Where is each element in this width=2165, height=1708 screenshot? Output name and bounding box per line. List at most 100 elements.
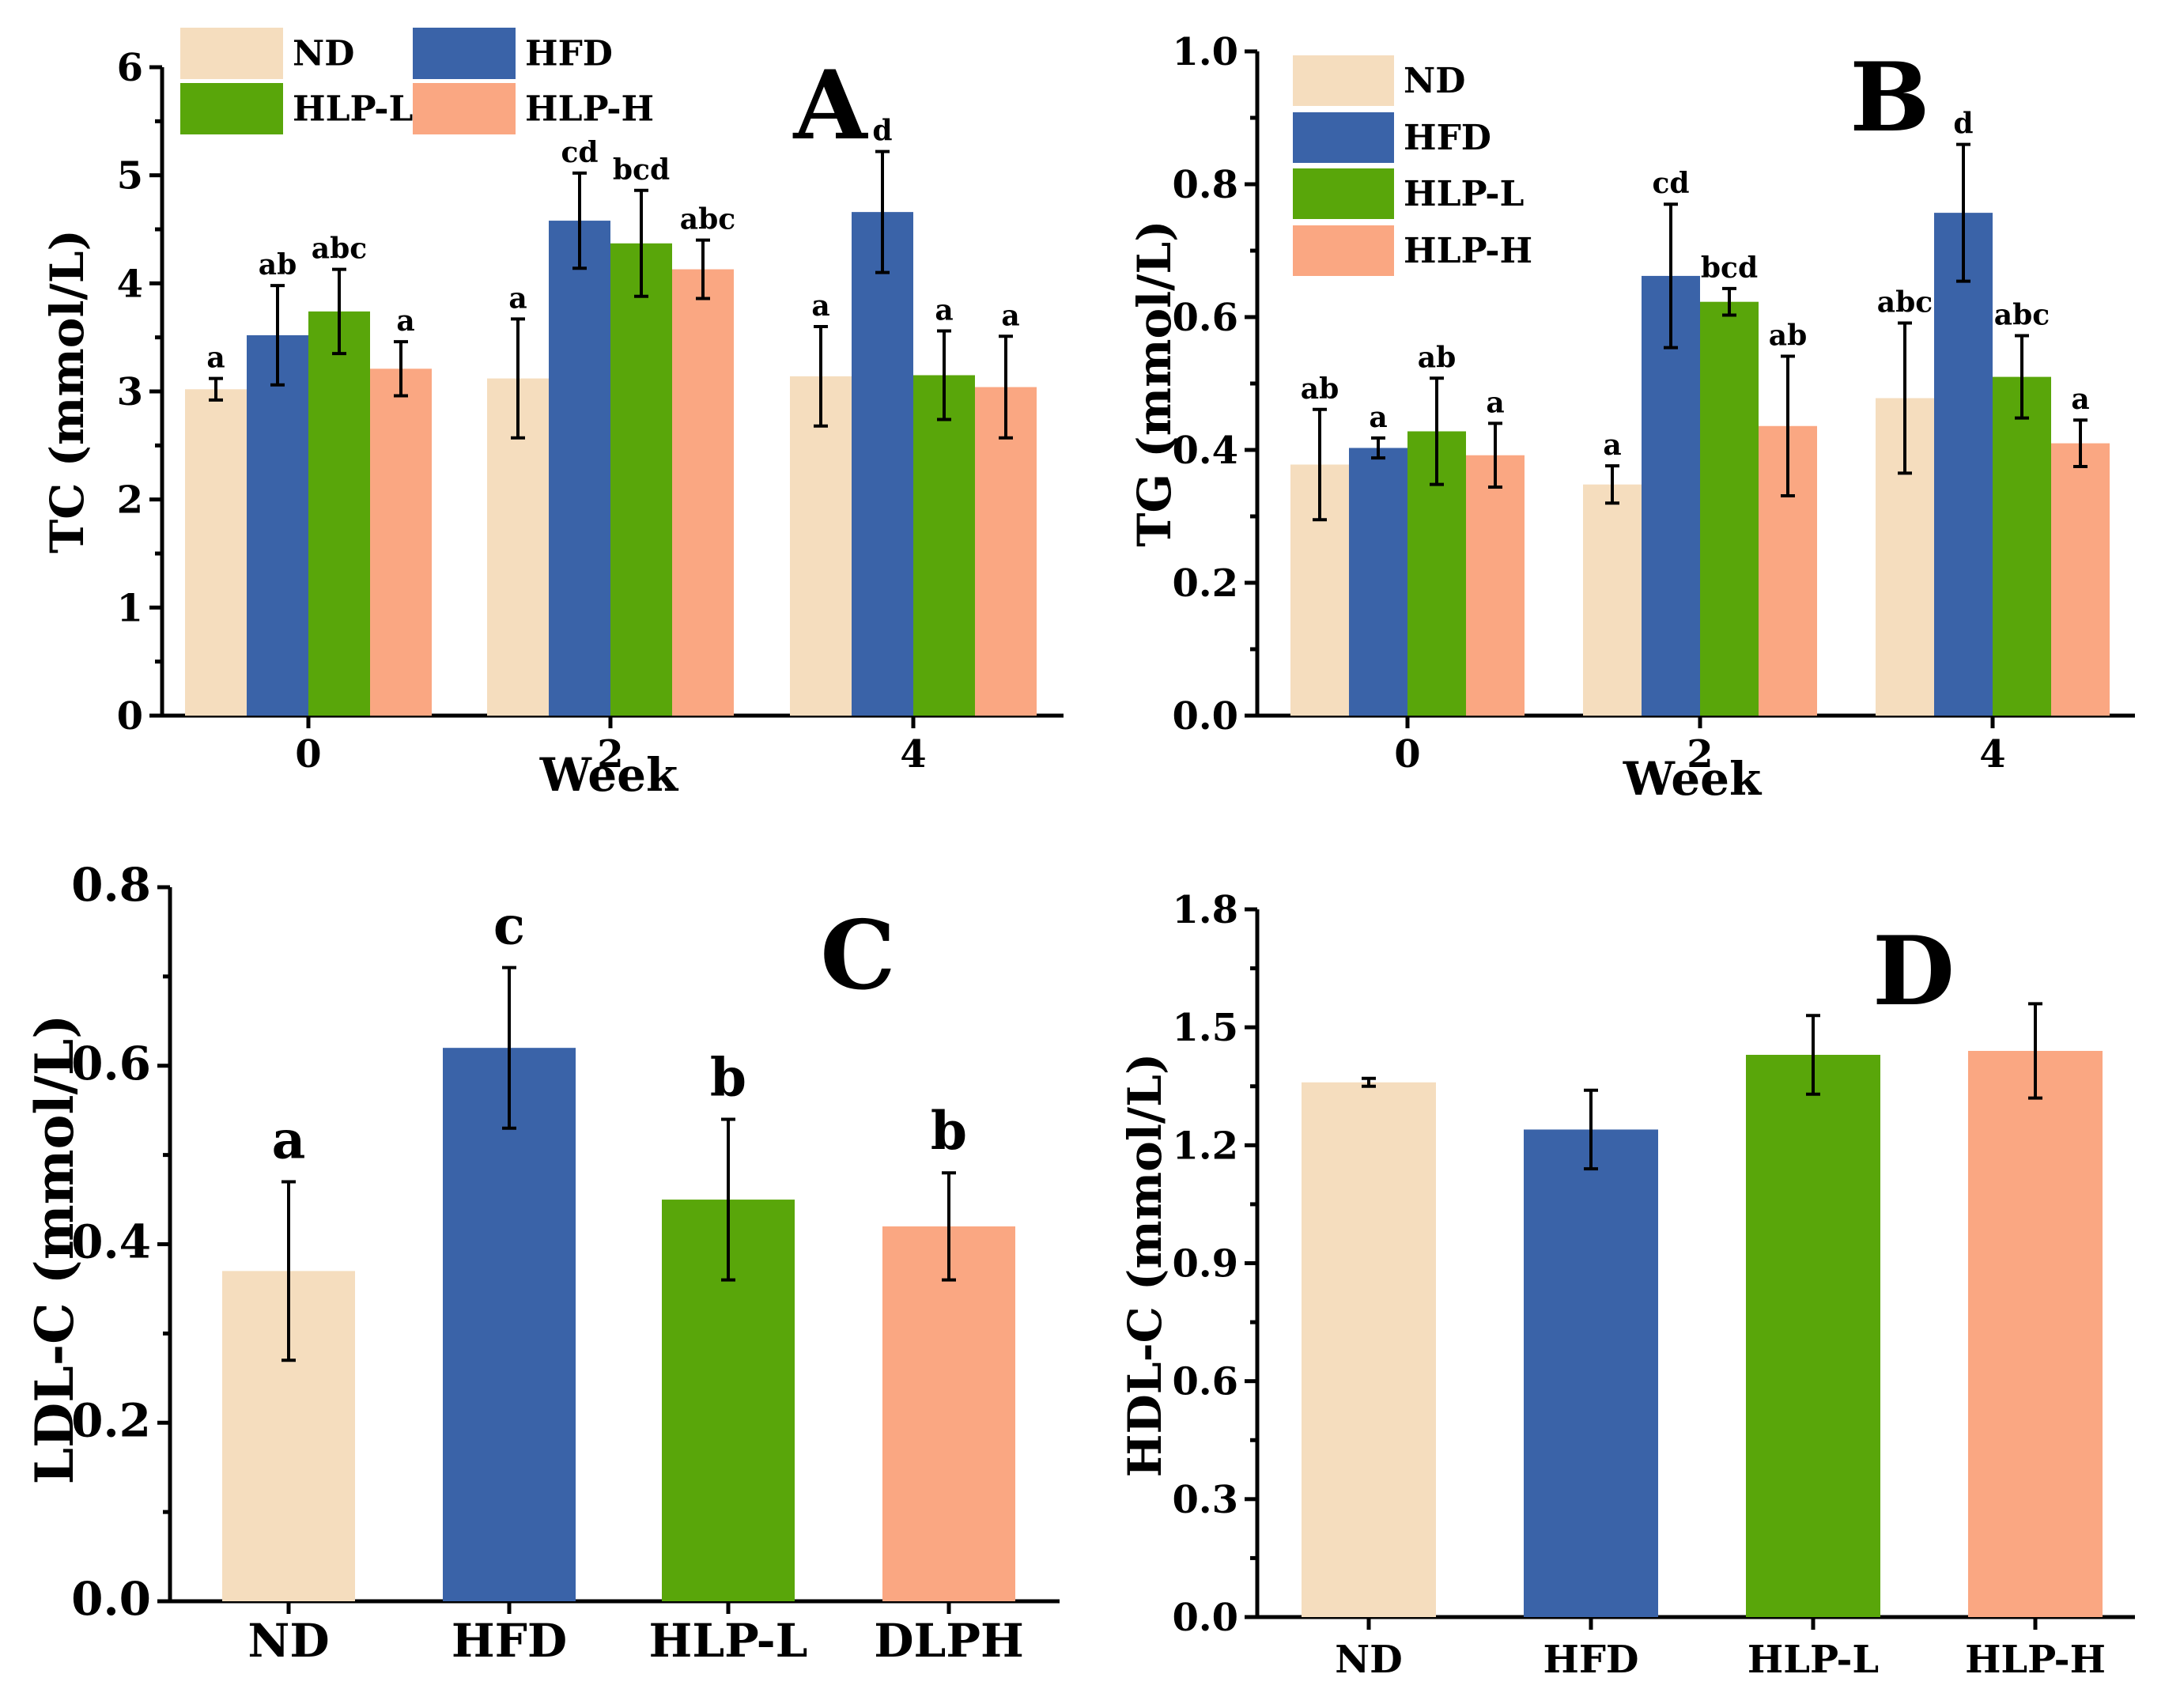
y-tick-label: 0.2 [1172,561,1238,606]
legend-item-nd: ND [180,28,354,79]
significance-label: bcd [613,153,670,187]
y-tick-label: 5 [117,154,143,198]
significance-label: abc [1994,299,2050,332]
legend-label: HLP-L [293,89,413,130]
y-tick-label: 0.4 [71,1215,151,1269]
significance-label: d [1953,108,1973,141]
bar-hlp-h-week-0 [1466,455,1525,716]
y-tick-label: 1.2 [1172,1124,1238,1168]
y-tick-label: 0 [117,694,143,739]
significance-label: ab [259,248,297,282]
legend-swatch [413,28,516,79]
y-tick-label: 0.6 [1172,1360,1238,1404]
x-tick-label: 4 [900,732,926,777]
y-tick-label: 2 [117,478,143,523]
significance-label: ab [1769,319,1808,353]
legend-item-hfd: HFD [1293,112,1491,163]
x-tick-label: ND [247,1614,329,1668]
x-tick-label: 2 [1687,732,1713,777]
legend-swatch [180,83,283,134]
legend-label: HLP-H [1404,231,1532,271]
y-tick-label: 1.5 [1172,1006,1238,1050]
bar-hlp-l [1746,1054,1880,1617]
x-tick-label: HFD [452,1614,567,1668]
significance-label: bcd [1701,251,1758,285]
bar-hfd-week-4 [1934,213,1993,716]
significance-label: a [272,1109,306,1170]
bar-nd-week-0 [185,389,247,716]
y-tick-label: 4 [117,262,143,306]
x-tick-label: HLP-H [1965,1638,2106,1682]
legend-swatch [413,83,516,134]
x-tick-label: HLP-L [1747,1638,1879,1682]
legend-label: HFD [525,34,613,74]
significance-label: ab [1418,341,1457,374]
y-tick-label: 0.2 [71,1393,151,1447]
significance-label: a [935,293,953,327]
x-tick-label: 2 [597,732,623,777]
legend-swatch [1293,112,1394,163]
bar-nd-week-2 [1583,484,1642,716]
x-tick-label: 0 [295,732,321,777]
bar-hlp-h [1968,1051,2103,1617]
significance-label: a [396,304,414,338]
y-axis-title: LDL-C (mmol/L) [24,1015,85,1485]
significance-label: a [811,289,829,323]
x-tick-label: 4 [1979,732,2005,777]
y-axis-title: TG (mmol/L) [1128,220,1181,546]
y-tick-label: 0.8 [71,858,151,912]
significance-label: ab [1301,372,1339,406]
panel-b-tg-chart: 0.00.20.40.60.81.00 2 4TG (mmol/L)WeekBaba… [1128,30,2135,806]
panel-label: D [1872,916,1955,1027]
y-tick-label: 0.9 [1172,1242,1238,1287]
y-tick-label: 0.0 [71,1572,151,1626]
significance-label: a [1486,386,1504,419]
x-axis-title: Week [1623,752,1763,806]
legend-item-nd: ND [1293,55,1465,106]
legend-swatch [1293,55,1394,106]
significance-label: a [1001,299,1019,332]
x-tick-label: DLPH [874,1614,1024,1668]
significance-label: d [872,115,892,148]
bar-hlp-l-week-2 [1700,301,1759,716]
significance-label: cd [1652,167,1689,200]
y-tick-label: 0.0 [1172,694,1238,739]
y-tick-label: 0.8 [1172,163,1238,207]
legend-label: HFD [1404,118,1491,158]
bar-nd-week-4 [790,376,852,716]
legend-swatch [1293,168,1394,219]
x-axis-title: Week [539,748,679,802]
significance-label: a [2071,383,2089,416]
significance-label: abc [312,232,367,266]
bar-nd [1302,1082,1436,1617]
legend-item-hlp-l: HLP-L [180,83,413,134]
bar-hlp-l-week-2 [610,243,672,716]
y-tick-label: 1.8 [1172,888,1238,932]
bar-hlp-h-week-2 [672,269,734,716]
legend-item-hlp-h: HLP-H [413,83,654,134]
bar-hfd [1524,1129,1658,1617]
significance-label: b [710,1046,746,1108]
significance-label: abc [680,203,735,236]
legend-swatch [1293,225,1394,276]
y-axis-title: HDL-C (mmol/L) [1118,1053,1172,1478]
panel-label: B [1850,42,1929,153]
legend-label: HLP-L [1404,174,1524,214]
bar-hlp-l-week-4 [913,375,975,716]
significance-label: abc [1877,286,1933,319]
y-tick-label: 0.3 [1172,1478,1238,1522]
x-tick-label: ND [1335,1638,1403,1682]
bar-hfd-week-0 [247,334,308,716]
significance-label: c [493,895,525,957]
significance-label: cd [561,136,598,169]
significance-label: b [931,1100,967,1162]
y-tick-label: 3 [117,370,143,414]
x-tick-label: HFD [1543,1638,1638,1682]
bar-hlp-h-week-0 [370,368,432,716]
y-tick-label: 0.4 [1172,429,1238,473]
significance-label: a [206,342,225,375]
bar-hfd-week-4 [852,212,913,716]
legend-item-hfd: HFD [413,28,613,79]
bar-hlp-l-week-0 [308,311,370,716]
